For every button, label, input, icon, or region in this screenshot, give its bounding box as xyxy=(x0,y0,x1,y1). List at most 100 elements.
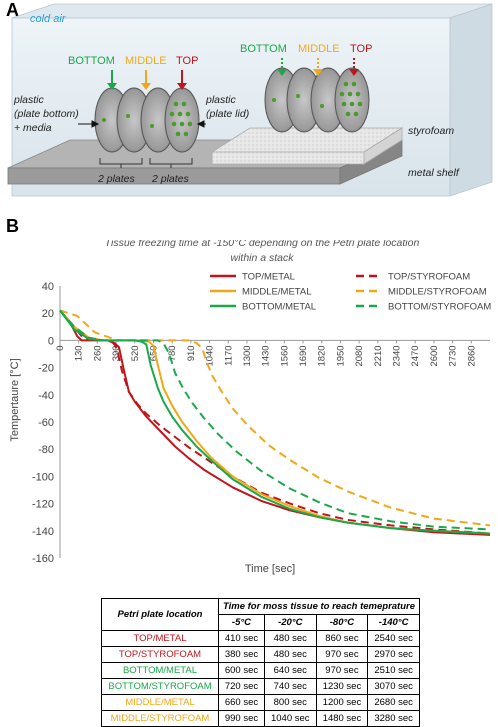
y-tick-label: -120 xyxy=(32,499,54,511)
table-header-time: Time for moss tissue to reach temepratur… xyxy=(218,598,420,615)
x-tick-label: 1040 xyxy=(205,345,216,366)
stack1-top-label: TOP xyxy=(176,55,198,67)
table-cell-value: 480 sec xyxy=(263,646,317,663)
legend-label: TOP/METAL xyxy=(242,272,295,283)
chart-title-line1: Tissue freezing time at -150°C depending… xyxy=(105,240,420,249)
x-tick-label: 260 xyxy=(92,345,103,361)
plate-brackets xyxy=(99,158,193,168)
table-cell-value: 1480 sec xyxy=(315,710,369,727)
stack1-bottom-label: BOTTOM xyxy=(68,55,115,67)
x-tick-label: 2470 xyxy=(410,345,421,366)
cold-air-label: cold air xyxy=(30,13,67,25)
x-tick-label: 780 xyxy=(167,345,178,361)
stack2-top-label: TOP xyxy=(350,43,372,55)
table-cell-value: 2510 sec xyxy=(367,662,420,679)
freezing-times-table: Petri plate location Time for moss tissu… xyxy=(101,598,420,727)
freezing-time-chart: Tissue freezing time at -150°C depending… xyxy=(9,240,491,575)
table-row: MIDDLE/METAL 660 sec 800 sec 1200 sec 2680 s… xyxy=(101,694,420,711)
table-cell-value: 600 sec xyxy=(218,662,265,679)
table-cell-value: 2540 sec xyxy=(367,630,420,647)
series-line-bottom-styrofoam xyxy=(59,309,491,531)
x-tick-label: 2080 xyxy=(354,345,365,366)
x-tick-label: 1430 xyxy=(261,345,272,366)
table-row: BOTTOM/METAL 600 sec 640 sec 970 sec 2510 se… xyxy=(101,662,420,679)
x-tick-label: 2730 xyxy=(448,345,459,366)
x-tick-label: 650 xyxy=(148,345,159,361)
table-row: TOP/METAL 410 sec 480 sec 860 sec 2540 sec xyxy=(101,630,420,647)
table-cell-value: 640 sec xyxy=(263,662,317,679)
panel-b-label: B xyxy=(6,216,19,236)
y-tick-label: -40 xyxy=(38,390,54,402)
y-tick-label: -80 xyxy=(38,444,54,456)
table-cell-location: BOTTOM/STYROFOAM xyxy=(101,678,219,695)
table-col-header: -20°C xyxy=(263,614,317,631)
y-tick-label: 20 xyxy=(42,308,54,320)
table-cell-location: TOP/STYROFOAM xyxy=(101,646,219,663)
table-cell-value: 740 sec xyxy=(263,678,317,695)
plastic-lid-label-2: (plate lid) xyxy=(206,108,249,120)
y-tick-label: 40 xyxy=(42,281,54,293)
table-cell-value: 1200 sec xyxy=(315,694,369,711)
table-cell-location: BOTTOM/METAL xyxy=(101,662,219,679)
table-cell-location: TOP/METAL xyxy=(101,630,219,647)
y-tick-label: -160 xyxy=(32,553,54,565)
x-tick-label: 2210 xyxy=(373,345,384,366)
freezing-times-table-wrap: Petri plate location Time for moss tissu… xyxy=(101,598,420,727)
x-tick-label: 0 xyxy=(55,345,66,350)
y-tick-label: 0 xyxy=(48,335,54,347)
petri-stack-styrofoam xyxy=(264,67,370,133)
x-tick-label: 1170 xyxy=(223,345,234,365)
x-axis-label: Time [sec] xyxy=(245,563,295,575)
legend-label: MIDDLE/STYROFOAM xyxy=(388,287,487,298)
stack2-bottom-label: BOTTOM xyxy=(240,43,287,55)
series-line-middle-metal xyxy=(59,309,491,535)
y-tick-label: -100 xyxy=(32,471,54,483)
x-tick-label: 2600 xyxy=(429,345,440,366)
table-row: TOP/STYROFOAM 380 sec 480 sec 970 sec 2970 s… xyxy=(101,646,420,663)
table-cell-location: MIDDLE/METAL xyxy=(101,694,219,711)
legend-label: BOTTOM/STYROFOAM xyxy=(388,302,491,313)
y-tick-label: -140 xyxy=(32,526,54,538)
table-cell-value: 3070 sec xyxy=(367,678,420,695)
table-cell-value: 380 sec xyxy=(218,646,265,663)
chart-legend: TOP/METAL MIDDLE/METAL BOTTOM/METAL TOP/STY… xyxy=(210,272,491,313)
plastic-bottom-label-2: (plate bottom) xyxy=(14,108,79,120)
petri-stack-metal xyxy=(94,87,200,153)
y-tick-label: -60 xyxy=(38,417,54,429)
table-cell-value: 480 sec xyxy=(263,630,317,647)
table-col-header: -5°C xyxy=(218,614,265,631)
x-tick-label: 1560 xyxy=(279,345,290,366)
pointer-arrows xyxy=(78,120,206,128)
table-cell-value: 2970 sec xyxy=(367,646,420,663)
table-col-header: -140°C xyxy=(367,614,420,631)
table-cell-location: MIDDLE/STYROFOAM xyxy=(101,710,219,727)
table-cell-value: 3280 sec xyxy=(367,710,420,727)
plates-right-label: 2 plates xyxy=(151,173,190,185)
plastic-bottom-label-3: + media xyxy=(14,122,52,134)
x-axis: 0 130 260 390 520 650 780 910 1040 1170 1300 1430 15… xyxy=(55,339,490,367)
series-line-middle-styrofoam xyxy=(59,309,491,527)
table-row: MIDDLE/STYROFOAM 990 sec 1040 sec 1480 sec 3… xyxy=(101,710,420,727)
chart-title-line2: within a stack xyxy=(230,252,294,264)
panel-a-label: A xyxy=(6,0,19,20)
table-cell-value: 720 sec xyxy=(218,678,265,695)
x-tick-label: 2340 xyxy=(392,345,403,366)
stack1-middle-label: MIDDLE xyxy=(125,55,167,67)
table-cell-value: 1040 sec xyxy=(263,710,317,727)
stack1-arrows xyxy=(107,70,187,90)
table-cell-value: 410 sec xyxy=(218,630,265,647)
y-axis: 40 20 0 -20 -40 -60 -80 -100 -120 -140 -160 xyxy=(32,281,61,565)
plastic-lid-label-1: plastic xyxy=(205,94,237,106)
styrofoam-label: styrofoam xyxy=(408,125,454,137)
styrofoam-block xyxy=(210,127,404,165)
legend-label: BOTTOM/METAL xyxy=(242,302,316,313)
table-cell-value: 860 sec xyxy=(315,630,369,647)
legend-label: TOP/STYROFOAM xyxy=(388,272,470,283)
table-row: BOTTOM/STYROFOAM 720 sec 740 sec 1230 sec 30… xyxy=(101,678,420,695)
stack2-arrows xyxy=(277,58,359,76)
stack2-middle-label: MIDDLE xyxy=(298,43,340,55)
table-cell-value: 990 sec xyxy=(218,710,265,727)
metal-shelf-label: metal shelf xyxy=(408,167,460,179)
x-tick-label: 910 xyxy=(186,345,197,361)
table-cell-value: 1230 sec xyxy=(315,678,369,695)
